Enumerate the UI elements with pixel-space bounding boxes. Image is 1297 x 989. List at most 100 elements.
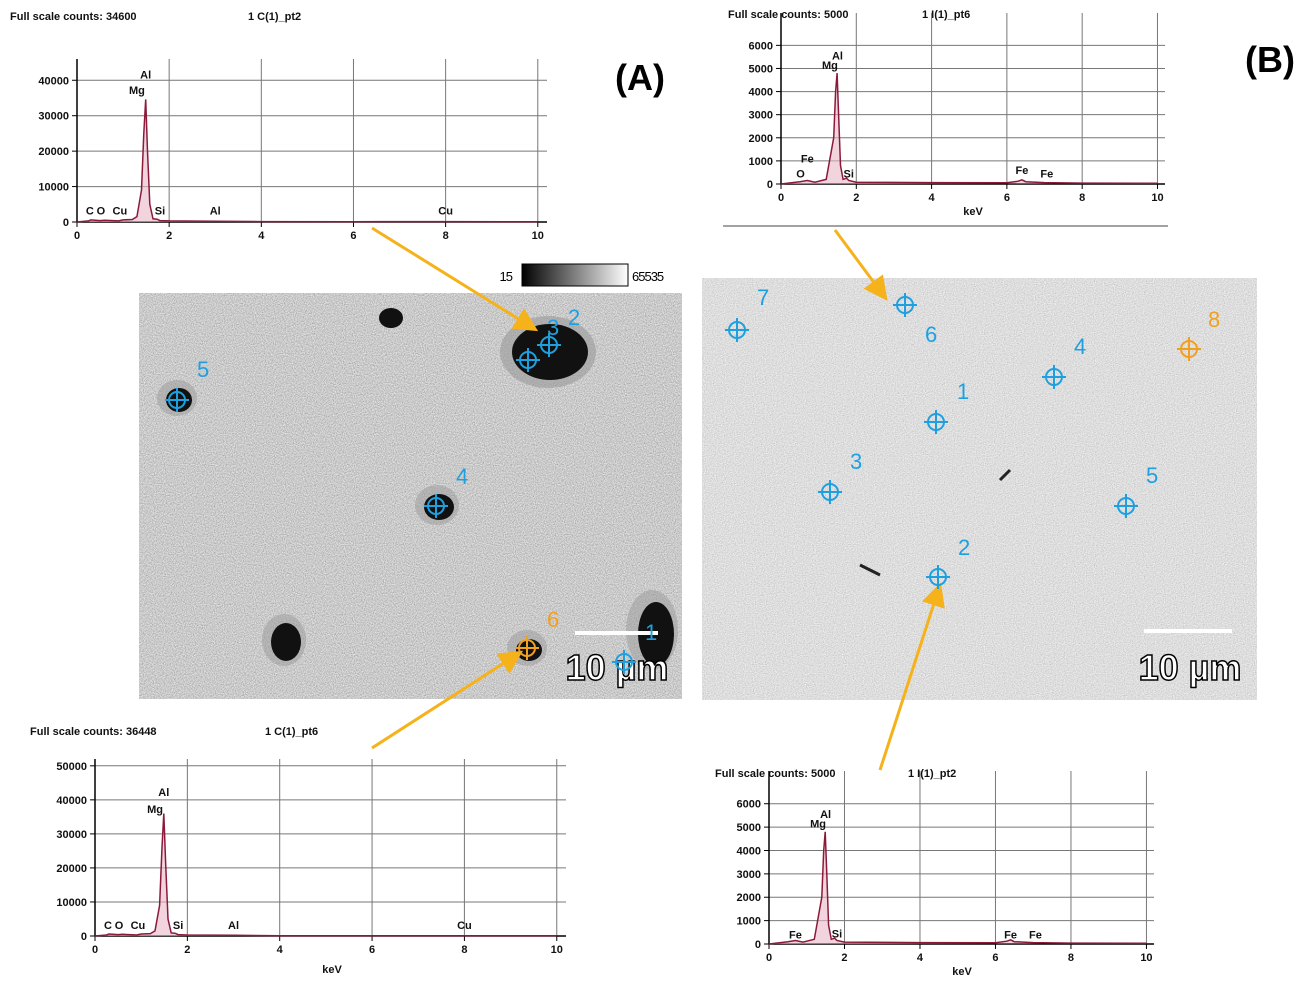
y-tick-label: 0 xyxy=(755,939,761,951)
y-tick-label: 2000 xyxy=(749,133,773,145)
y-tick-label: 6000 xyxy=(749,40,773,52)
x-tick-label: 6 xyxy=(1004,192,1010,204)
colorbar-max: 65535 xyxy=(632,269,664,284)
y-tick-label: 1000 xyxy=(737,916,761,928)
peak-label: Fe xyxy=(801,153,814,165)
marker xyxy=(515,636,539,660)
marker-cross xyxy=(1177,337,1201,361)
y-tick-label: 20000 xyxy=(56,863,87,875)
x-tick-label: 4 xyxy=(917,952,924,964)
marker-label: 5 xyxy=(197,357,209,382)
spectrum-line xyxy=(780,73,1158,185)
marker-cross xyxy=(165,388,189,412)
y-tick-label: 4000 xyxy=(749,87,773,99)
peak-label: Al xyxy=(228,920,239,932)
marker-label: 2 xyxy=(958,535,970,560)
marker-label: 2 xyxy=(568,305,580,330)
y-tick-label: 0 xyxy=(767,179,773,191)
chart-title: Full scale counts: 5000 xyxy=(715,768,835,780)
peak-label: C xyxy=(86,206,94,218)
x-tick-label: 2 xyxy=(166,230,172,242)
marker xyxy=(424,494,448,518)
y-tick-label: 2000 xyxy=(737,892,761,904)
marker-label: 4 xyxy=(1074,334,1086,359)
y-tick-label: 1000 xyxy=(749,156,773,168)
marker xyxy=(537,333,561,357)
x-tick-label: 0 xyxy=(74,230,80,242)
peak-label: Al xyxy=(210,206,221,218)
y-tick-label: 3000 xyxy=(737,869,761,881)
peak-label: Fe xyxy=(1029,929,1042,941)
peak-label: O xyxy=(796,168,805,180)
spectrum-line xyxy=(76,99,538,223)
peak-label: Al xyxy=(820,809,831,821)
peak-label: Cu xyxy=(131,920,146,932)
peak-label: Si xyxy=(832,928,842,940)
peak-label: Mg xyxy=(810,818,826,830)
marker-cross xyxy=(725,318,749,342)
marker-cross xyxy=(818,480,842,504)
peak-label: Si xyxy=(155,206,165,218)
marker-label: 4 xyxy=(456,464,468,489)
peak-label: Al xyxy=(832,51,843,63)
y-tick-label: 0 xyxy=(63,217,69,229)
marker-label: 5 xyxy=(1146,463,1158,488)
spectrum-line xyxy=(768,831,1147,945)
y-tick-label: 6000 xyxy=(737,799,761,811)
x-tick-label: 0 xyxy=(778,192,784,204)
peak-label: Fe xyxy=(1004,929,1017,941)
chart-title: Full scale counts: 36448 xyxy=(30,726,157,738)
marker-cross xyxy=(1114,494,1138,518)
x-tick-label: 0 xyxy=(92,944,98,956)
peak-label: Cu xyxy=(438,206,453,218)
x-tick-label: 8 xyxy=(461,944,467,956)
marker xyxy=(926,565,950,589)
sem-image-a xyxy=(139,293,682,699)
chart-subtitle: 1 I(1)_pt6 xyxy=(922,9,970,21)
y-tick-label: 0 xyxy=(81,931,87,943)
peak-label: Fe xyxy=(1016,165,1029,177)
y-tick-label: 5000 xyxy=(749,63,773,75)
marker-cross xyxy=(612,650,636,674)
x-tick-label: 10 xyxy=(1140,952,1152,964)
marker-cross xyxy=(1042,365,1066,389)
x-tick-label: 2 xyxy=(184,944,190,956)
y-tick-label: 50000 xyxy=(56,761,87,773)
marker-cross xyxy=(515,636,539,660)
marker xyxy=(893,293,917,317)
marker xyxy=(924,410,948,434)
peak-label: Cu xyxy=(113,206,128,218)
y-tick-label: 30000 xyxy=(38,111,69,123)
y-tick-label: 20000 xyxy=(38,146,69,158)
peak-label: C xyxy=(104,920,112,932)
peak-label: Cu xyxy=(457,920,472,932)
peak-label: O xyxy=(115,920,124,932)
panel-label: (A) xyxy=(615,57,665,98)
marker xyxy=(725,318,749,342)
y-tick-label: 4000 xyxy=(737,845,761,857)
x-axis-label: keV xyxy=(963,206,983,218)
x-tick-label: 0 xyxy=(766,952,772,964)
marker-label: 1 xyxy=(645,620,657,645)
peak-label: Si xyxy=(173,920,183,932)
colorbar-min: 15 xyxy=(500,269,513,284)
sem-image-b xyxy=(702,278,1257,700)
marker-cross xyxy=(516,348,540,372)
peak-label: Mg xyxy=(147,804,163,816)
chart-title: Full scale counts: 34600 xyxy=(10,11,137,23)
x-tick-label: 4 xyxy=(929,192,936,204)
chart-subtitle: 1 I(1)_pt2 xyxy=(908,768,956,780)
marker xyxy=(516,348,540,372)
marker xyxy=(612,650,636,674)
marker-cross xyxy=(424,494,448,518)
peak-label: Mg xyxy=(822,60,838,72)
x-tick-label: 6 xyxy=(369,944,375,956)
marker xyxy=(165,388,189,412)
marker-cross xyxy=(537,333,561,357)
chart-subtitle: 1 C(1)_pt6 xyxy=(265,726,318,738)
marker-label: 7 xyxy=(757,285,769,310)
marker-label: 3 xyxy=(850,449,862,474)
colorbar xyxy=(521,263,629,287)
peak-label: Al xyxy=(140,69,151,81)
